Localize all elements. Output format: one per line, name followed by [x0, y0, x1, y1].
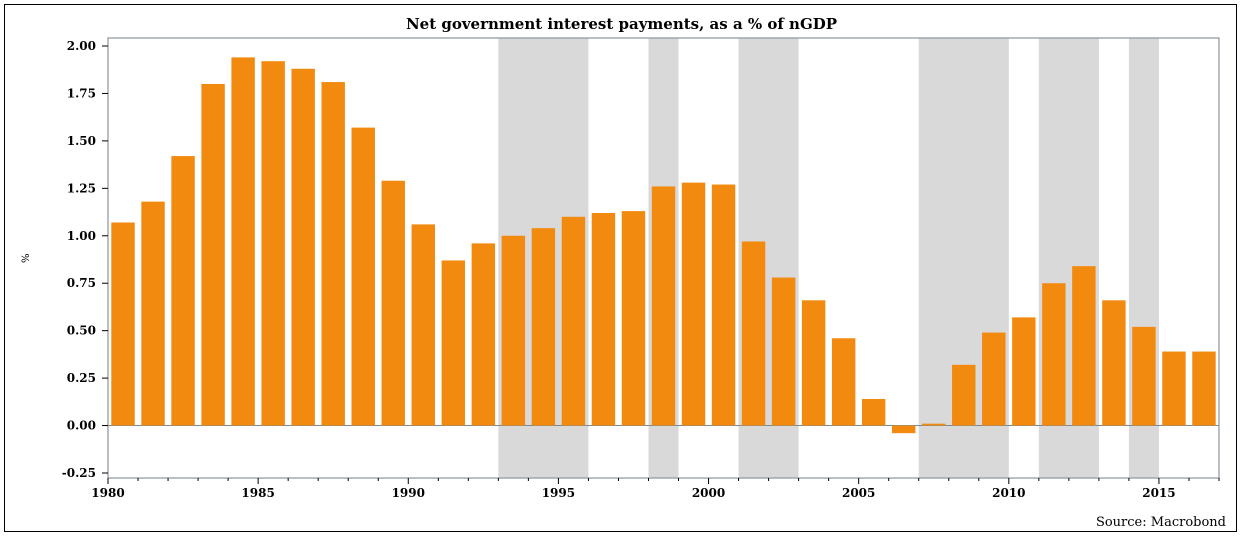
- bar: [261, 61, 285, 426]
- bar: [741, 241, 766, 426]
- y-tick-label: -0.25: [62, 466, 96, 480]
- y-tick-label: 2.00: [67, 39, 96, 53]
- bar: [291, 68, 315, 426]
- x-tick-label: 1980: [91, 486, 124, 500]
- bar: [201, 83, 225, 426]
- bar: [861, 398, 886, 426]
- bar: [411, 224, 435, 426]
- bar: [801, 300, 826, 426]
- y-tick-label: 1.75: [67, 86, 96, 100]
- bar: [351, 127, 375, 426]
- plot-border: [107, 37, 1220, 479]
- bar: [1162, 351, 1186, 426]
- bar: [1042, 283, 1066, 426]
- bar: [441, 260, 466, 426]
- y-tick-label: 0.00: [67, 419, 96, 433]
- bar: [231, 57, 255, 426]
- bar: [321, 82, 345, 426]
- bar: [1012, 317, 1036, 426]
- y-tick-label: 0.25: [67, 371, 96, 385]
- bar: [141, 201, 165, 426]
- source-note: Source: Macrobond: [1095, 515, 1226, 530]
- y-tick-label: 1.00: [67, 229, 96, 243]
- bar: [111, 222, 135, 426]
- bar: [681, 182, 706, 426]
- y-tick-label: 0.75: [67, 276, 96, 290]
- y-tick-label: 1.50: [67, 134, 96, 148]
- x-tick-label: 2000: [692, 486, 725, 500]
- chart-title: Net government interest payments, as a %…: [405, 15, 838, 33]
- bar: [381, 180, 405, 426]
- x-tick-label: 1985: [241, 486, 274, 500]
- bar: [831, 338, 856, 426]
- bar: [471, 243, 496, 426]
- bar: [922, 423, 946, 426]
- x-tick-label: 1990: [392, 486, 425, 500]
- bar: [561, 216, 586, 426]
- x-tick-label: 1995: [542, 486, 575, 500]
- bar: [1132, 326, 1156, 426]
- y-tick-label: 1.25: [67, 181, 96, 195]
- x-tick-label: 2010: [992, 486, 1025, 500]
- bar: [711, 184, 736, 426]
- x-tick-label: 2005: [842, 486, 875, 500]
- bar: [531, 228, 556, 426]
- bar: [1192, 351, 1216, 426]
- bar: [1102, 300, 1126, 426]
- bar: [621, 211, 646, 426]
- y-tick-label: 0.50: [67, 324, 96, 338]
- bar: [591, 213, 616, 426]
- bar: [892, 425, 916, 434]
- bar: [952, 364, 976, 426]
- bar: [1072, 266, 1096, 426]
- bar: [171, 156, 195, 426]
- bar: [501, 235, 526, 426]
- bar: [651, 186, 676, 426]
- bar: [771, 277, 796, 426]
- bar: [982, 332, 1006, 426]
- x-tick-label: 2015: [1142, 486, 1175, 500]
